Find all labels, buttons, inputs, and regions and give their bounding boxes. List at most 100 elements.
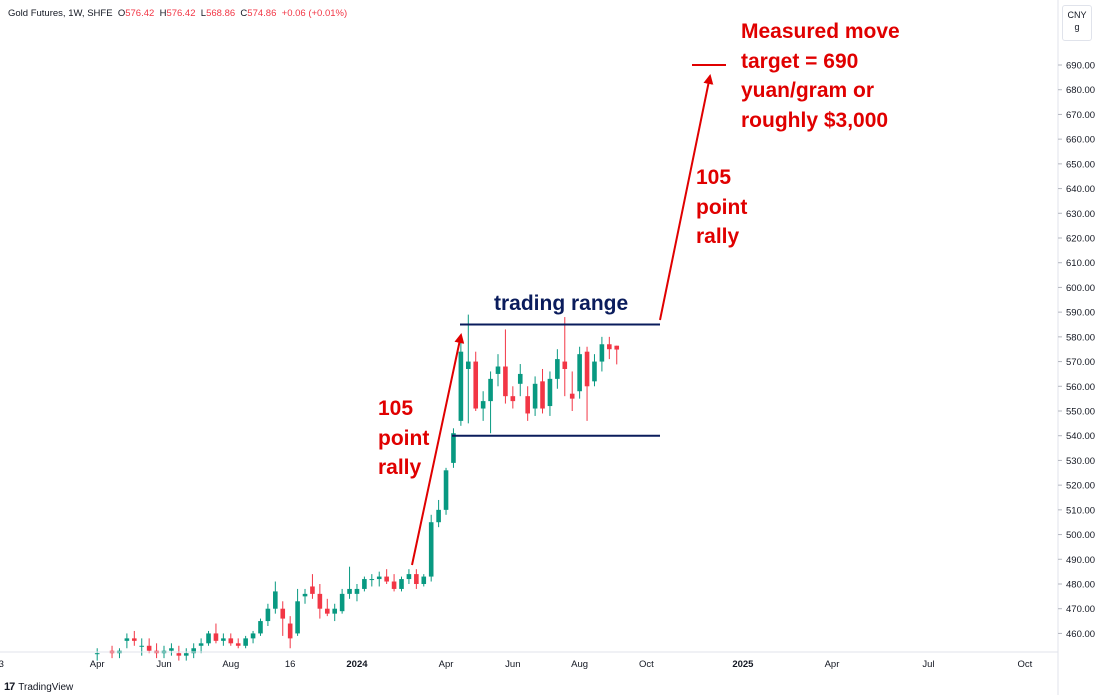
candle <box>228 633 234 646</box>
price-tick-label: 490.00 <box>1066 555 1095 566</box>
candle <box>169 643 174 656</box>
candles <box>94 314 620 661</box>
time-tick-label: Apr <box>825 659 840 670</box>
annotation-line: point <box>696 195 748 219</box>
price-tick-label: 550.00 <box>1066 406 1095 417</box>
candle <box>614 345 620 365</box>
rally-annotation-left: 105 point rally <box>378 394 429 483</box>
candle-body <box>273 591 278 609</box>
candle <box>495 354 501 387</box>
candle-body <box>414 574 419 584</box>
candle-body <box>213 633 219 641</box>
candle <box>466 314 471 424</box>
price-axis[interactable]: 460.00 470.00 480.00 490.00 500.00 510.00 520.… <box>1057 0 1095 695</box>
currency-unit-selector[interactable]: CNY g <box>1062 5 1092 41</box>
price-tick-label: 480.00 <box>1066 579 1095 590</box>
candle <box>132 630 137 646</box>
candle-body <box>614 345 620 350</box>
time-tick-label: Jun <box>156 659 171 670</box>
price-tick-label: 530.00 <box>1066 456 1095 467</box>
candle <box>555 349 560 389</box>
candle <box>517 364 523 397</box>
price-tick-label: 580.00 <box>1066 332 1095 343</box>
candle <box>488 371 493 434</box>
rally-arrow-left[interactable] <box>411 333 465 566</box>
candle <box>139 638 145 656</box>
candle <box>354 583 360 602</box>
time-tick-label: Apr <box>439 659 454 670</box>
price-tick-label: 460.00 <box>1066 629 1095 640</box>
candle <box>117 648 122 659</box>
candle <box>206 630 211 646</box>
candle <box>235 638 241 649</box>
candle <box>458 341 464 426</box>
trading-range-label: trading range <box>494 292 629 315</box>
candle-body <box>206 633 211 644</box>
candle <box>384 569 389 584</box>
candle-body <box>139 645 145 647</box>
tradingview-brand: TradingView <box>18 681 74 693</box>
candle-body <box>228 638 234 644</box>
candle-body <box>235 643 241 646</box>
candle <box>213 623 219 644</box>
annotation-line: rally <box>696 225 740 248</box>
candle <box>562 317 568 397</box>
price-tick-label: 600.00 <box>1066 283 1095 294</box>
candle-body <box>555 359 560 379</box>
annotation-line: point <box>378 426 430 450</box>
annotation-line: target = 690 <box>741 49 859 73</box>
candle <box>302 588 308 604</box>
candle-body <box>169 648 174 651</box>
candle <box>176 645 182 661</box>
time-tick-label: 2025 <box>732 659 754 670</box>
price-tick-label: 590.00 <box>1066 308 1095 319</box>
candle-body <box>391 581 397 589</box>
candle-body <box>421 576 427 584</box>
time-tick-label: Oct <box>1018 659 1033 670</box>
candle-body <box>399 579 404 589</box>
candle-body <box>280 608 286 619</box>
candle-body <box>324 608 330 614</box>
candle-body <box>198 643 204 646</box>
low-value: 568.86 <box>206 8 236 19</box>
candle <box>607 336 612 360</box>
open-value: 576.42 <box>125 8 155 19</box>
annotation-line: 105 <box>696 166 732 189</box>
candle-body <box>250 633 256 639</box>
candle <box>198 638 204 654</box>
rally-arrow-right[interactable] <box>659 74 714 321</box>
candle <box>577 346 582 399</box>
price-tick-label: 650.00 <box>1066 159 1095 170</box>
candle-body <box>354 588 360 594</box>
candle <box>258 618 263 636</box>
candle-body <box>495 366 501 374</box>
candle <box>295 588 300 636</box>
candle-body <box>132 638 137 641</box>
candle-body <box>287 623 293 639</box>
candle-body <box>183 653 189 656</box>
price-tick-label: 620.00 <box>1066 233 1095 244</box>
candle <box>250 630 256 644</box>
candle <box>473 351 479 411</box>
candle-body <box>569 393 575 399</box>
candle-body <box>295 601 300 634</box>
candle <box>146 638 152 654</box>
price-tick-label: 670.00 <box>1066 110 1095 121</box>
candle <box>443 467 449 515</box>
candle-body <box>532 383 538 409</box>
candle-body <box>362 579 367 589</box>
candle <box>525 386 530 421</box>
candle-body <box>384 576 389 582</box>
measured-move-annotation: Measured move target = 690 yuan/gram or … <box>741 17 900 135</box>
candle-body <box>599 344 605 362</box>
price-tick-label: 630.00 <box>1066 209 1095 220</box>
candle-body <box>94 653 100 655</box>
symbol-title[interactable]: Gold Futures, 1W, SHFE <box>8 8 113 19</box>
time-axis[interactable]: 2023 Apr Jun Aug 16 2024 Apr Jun Aug Oct 2025 Apr Ju… <box>0 651 1058 670</box>
tradingview-logo[interactable]: 17 TradingView <box>4 681 73 693</box>
candle <box>94 648 100 661</box>
candle-body <box>488 378 493 402</box>
candle <box>324 598 330 617</box>
close-value: 574.86 <box>247 8 277 19</box>
